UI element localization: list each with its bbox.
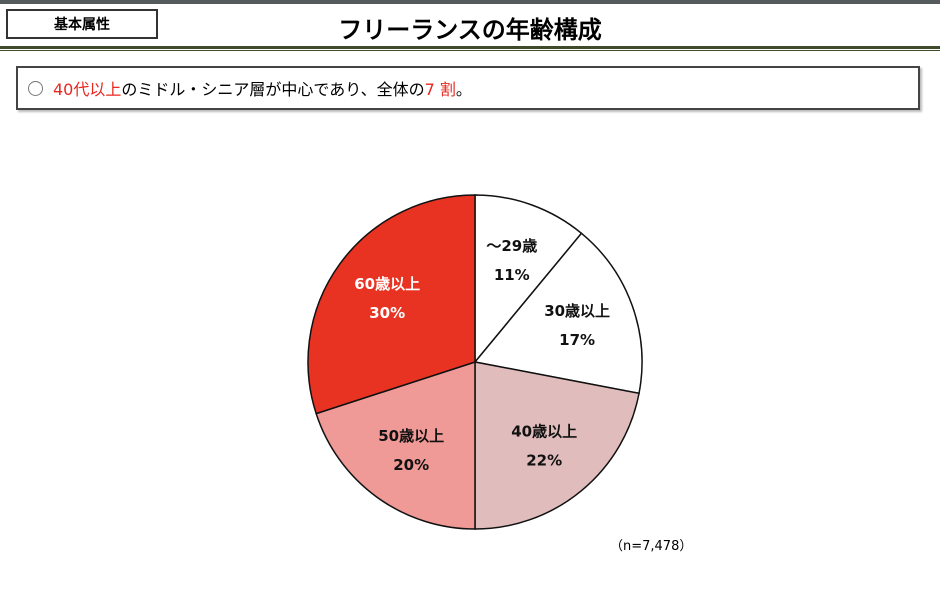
page-title: フリーランスの年齢構成 (338, 16, 602, 44)
summary-box: 40代以上 のミドル・シニア層が中心であり、全体の 7 割 。 (16, 66, 920, 110)
slice-category-label: 60歳以上 (354, 275, 420, 293)
slice-category-label: 50歳以上 (378, 427, 444, 445)
slice-category-label: 30歳以上 (544, 302, 610, 320)
summary-highlight-2: 7 割 (424, 80, 456, 99)
top-bar (0, 0, 940, 4)
circle-bullet-icon (28, 80, 43, 96)
slice-percent-label: 30% (369, 304, 405, 322)
pie-slice (473, 232, 643, 395)
pie-slice (307, 194, 476, 415)
pie-slice (474, 194, 583, 365)
section-tag: 基本属性 (6, 9, 158, 39)
header-divider-thin (0, 50, 940, 51)
slice-category-label: ～29歳 (486, 237, 537, 255)
slice-percent-label: 11% (494, 266, 530, 284)
slice-percent-label: 20% (393, 456, 429, 474)
summary-text-2: 。 (455, 80, 472, 99)
slice-category-label: 40歳以上 (511, 423, 577, 441)
pie-slice (315, 360, 476, 530)
slice-percent-label: 17% (559, 331, 595, 349)
summary-highlight-1: 40代以上 (53, 80, 122, 99)
pie-slice (474, 361, 640, 530)
summary-text-1: のミドル・シニア層が中心であり、全体の (121, 80, 425, 99)
slice-percent-label: 22% (526, 452, 562, 470)
sample-size-note: （n=7,478） (610, 539, 693, 554)
header-divider (0, 46, 940, 49)
